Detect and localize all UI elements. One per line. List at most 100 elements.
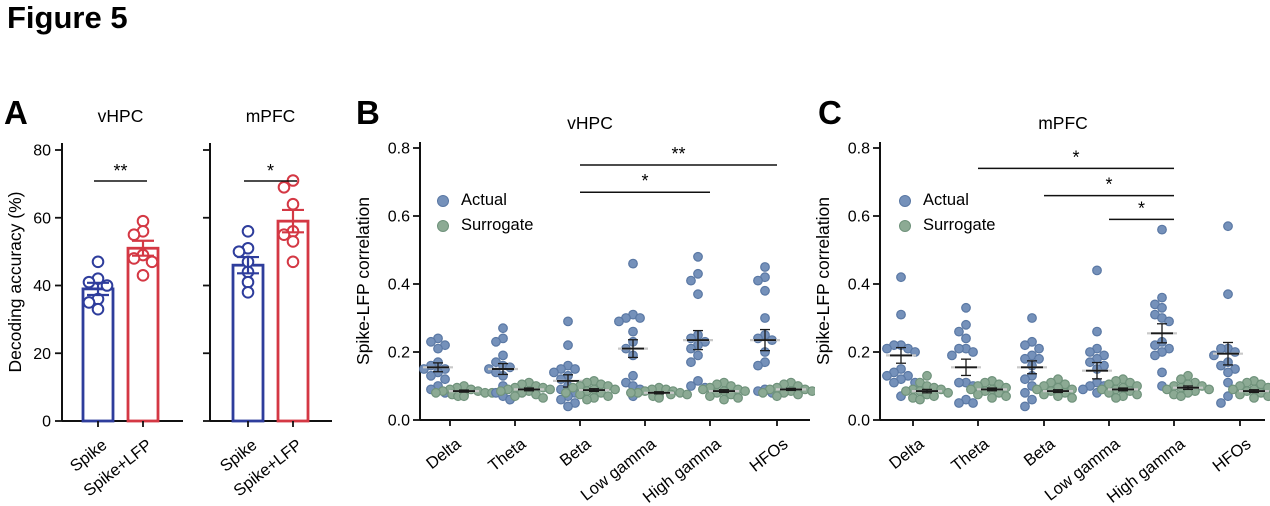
data-point-actual [968,347,978,357]
data-point-actual [1157,292,1167,303]
data-point-actual [628,326,638,337]
x-tick-label: Delta [423,434,465,472]
legend-vhpc: Actual Surrogate [437,188,533,238]
data-point-actual [686,333,696,344]
y-tick-label: 60 [33,210,51,227]
data-point-actual [1020,387,1030,398]
y-tick-label: 0.8 [848,141,870,158]
data-point-actual [954,377,964,388]
data-point-actual [635,313,645,323]
x-tick-label: Beta [1021,434,1059,470]
x-tick-label: Delta [886,434,928,472]
data-point-surrogate [1032,384,1042,395]
y-tick-label: 0.8 [388,141,410,158]
data-point-actual [556,394,566,405]
data-point-actual [1092,326,1102,337]
x-tick-label: Theta [948,434,993,475]
data-point-actual [1223,391,1233,402]
data-point-surrogate [430,387,441,398]
data-point-actual [961,319,971,330]
x-tick-label: Beta [557,434,595,470]
sig-label: * [1072,147,1079,167]
data-point-actual [1223,221,1233,232]
data-point-actual [753,360,763,371]
data-point-surrogate [1067,393,1077,403]
y-tick-label: 0.2 [848,345,870,362]
y-tick-label: 0.2 [388,345,410,362]
data-point-actual [753,275,763,286]
legend-item-actual: Actual [437,188,533,213]
data-point-actual [954,398,964,408]
y-tick-label: 80 [33,143,51,160]
panel-title: vHPC [567,113,613,133]
data-point-actual [426,370,436,381]
figure-title: Figure 5 [7,0,128,35]
data-point [232,245,246,258]
data-point-actual [1027,313,1037,323]
data-point [127,228,141,241]
y-tick-label: 20 [33,346,51,363]
data-point-actual [968,398,978,408]
data-point-actual [1157,367,1167,378]
data-point-surrogate [915,394,925,405]
data-point-actual [896,309,906,320]
data-point-actual [760,285,770,296]
data-point-actual [563,401,573,412]
data-point-surrogate [698,384,708,395]
data-point-actual [1216,360,1226,371]
data-point [241,275,255,289]
data-point-actual [563,340,573,351]
data-point-actual [889,377,899,388]
y-axis-label: Spike-LFP correlation [815,197,833,365]
sig-label: ** [113,161,127,181]
x-tick-label: HFOs [746,435,791,476]
data-point-surrogate [705,391,715,402]
data-point-surrogate [568,382,578,393]
data-point-surrogate [772,391,782,402]
data-point-surrogate [973,389,983,400]
data-point-actual [686,275,696,286]
data-point-actual [760,262,770,272]
data-point-surrogate [757,387,768,398]
data-point-surrogate [625,387,636,398]
subpanel-title: mPFC [246,106,296,126]
data-point-actual [1150,350,1160,361]
data-point [286,235,300,248]
data-point-surrogate [807,386,815,396]
data-point-surrogate [922,370,932,381]
data-point [286,255,300,269]
data-point [136,214,150,228]
legend-mpfc: Actual Surrogate [899,188,995,238]
data-point-actual [1020,401,1030,412]
data-point-surrogate [682,389,693,400]
legend-label-actual: Actual [923,191,969,209]
data-point-surrogate [793,389,803,400]
data-point [82,296,96,309]
data-point [286,197,300,211]
data-point-actual [1034,343,1044,354]
data-point-actual [1085,347,1095,357]
data-point-actual [693,350,703,361]
data-point-actual [693,251,703,262]
y-tick-label: 0.0 [848,413,870,430]
data-point-actual [1034,353,1044,364]
data-point-actual [882,370,892,381]
data-point [91,255,105,269]
panel-c-label: C [818,94,842,131]
data-point-actual [961,333,971,344]
data-point-surrogate [610,384,620,395]
data-point-surrogate [603,391,613,402]
panel-a-bar-chart: Decoding accuracy (%)020406080vHPCSpikeS… [5,106,332,500]
data-point-actual [1223,367,1233,378]
legend-label-surrogate: Surrogate [923,216,996,234]
data-point-surrogate [1111,393,1121,403]
sig-label: ** [671,144,685,164]
data-point-actual [440,374,450,385]
actual-dot-icon [437,194,449,207]
data-point-surrogate [538,393,548,403]
data-point-surrogate [560,387,571,398]
data-point-actual [1223,377,1233,388]
data-point-surrogate [966,384,976,395]
data-point-actual [1157,224,1167,235]
